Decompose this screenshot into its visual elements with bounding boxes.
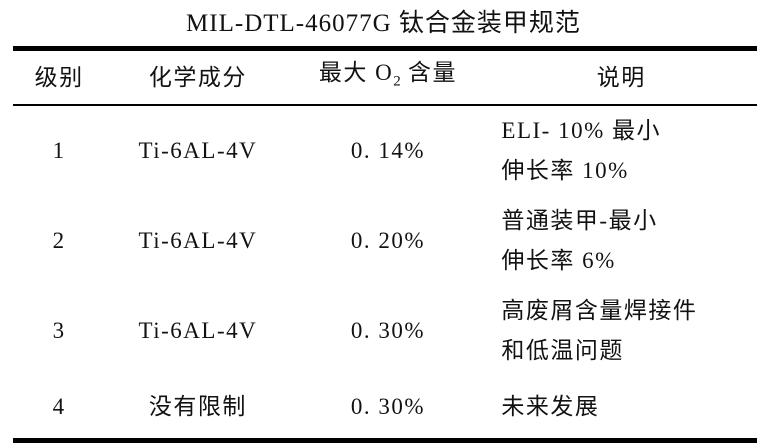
table-title: MIL-DTL-46077G 钛合金装甲规范 [186, 10, 581, 37]
cell-max-o2: 0. 30% [350, 318, 426, 343]
cell-description: 未来发展 [485, 387, 757, 427]
column-header-description: 说明 [596, 64, 646, 90]
description-line-2: 伸长率 6% [501, 248, 616, 273]
cell-composition: 没有限制 [148, 394, 247, 419]
cell-grade: 1 [52, 138, 66, 163]
cell-composition: Ti-6AL-4V [138, 318, 258, 343]
max-o2-suffix: 含量 [400, 60, 458, 86]
max-o2-subscript: 2 [393, 73, 401, 90]
cell-grade: 2 [52, 228, 66, 253]
cell-description: 高废屑含量焊接件 和低温问题 [485, 291, 757, 371]
table-row: 1 Ti-6AL-4V 0. 14% ELI- 10% 最小 伸长率 10% [13, 106, 757, 196]
table-row: 2 Ti-6AL-4V 0. 20% 普通装甲-最小 伸长率 6% [13, 196, 757, 286]
description-line-2: 和低温问题 [501, 338, 624, 363]
description-line-1: 未来发展 [501, 394, 600, 419]
max-o2-prefix: 最大 O [318, 60, 394, 86]
table-row: 4 没有限制 0. 30% 未来发展 [13, 376, 757, 438]
cell-composition: Ti-6AL-4V [138, 228, 258, 253]
cell-composition: Ti-6AL-4V [138, 138, 258, 163]
description-line-1: 高废屑含量焊接件 [501, 298, 698, 323]
description-line-1: 普通装甲-最小 [501, 208, 658, 233]
description-line-2: 伸长率 10% [501, 158, 629, 183]
column-header-max-o2: 最大 O2 含量 [291, 58, 486, 97]
column-header-grade: 级别 [34, 64, 84, 90]
table-row: 3 Ti-6AL-4V 0. 30% 高废屑含量焊接件 和低温问题 [13, 286, 757, 376]
cell-grade: 4 [52, 394, 66, 419]
cell-description: ELI- 10% 最小 伸长率 10% [485, 111, 757, 191]
cell-max-o2: 0. 14% [350, 138, 426, 163]
spec-table: 级别 化学成分 最大 O2 含量 说明 1 Ti-6AL-4V 0. 14% E… [13, 46, 757, 443]
description-line-1: ELI- 10% 最小 [501, 118, 661, 143]
table-header-row: 级别 化学成分 最大 O2 含量 说明 [13, 51, 757, 106]
cell-max-o2: 0. 30% [350, 394, 426, 419]
cell-description: 普通装甲-最小 伸长率 6% [485, 201, 757, 281]
cell-max-o2: 0. 20% [350, 228, 426, 253]
column-header-composition: 化学成分 [148, 64, 247, 90]
cell-grade: 3 [52, 318, 66, 343]
